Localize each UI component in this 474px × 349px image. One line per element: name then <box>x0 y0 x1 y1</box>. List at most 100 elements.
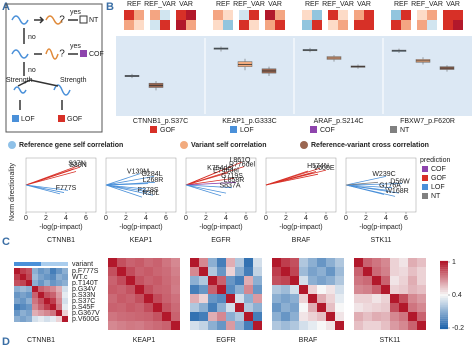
heatmap-cell <box>399 276 408 285</box>
mini-heatmap-cell <box>124 20 134 30</box>
colorbar-segment <box>440 300 448 303</box>
heatmap-cell <box>135 312 144 321</box>
x-tick-label: 0 <box>24 215 28 222</box>
heatmap-cell <box>226 312 235 321</box>
heatmap-cell <box>32 274 38 280</box>
heatmap-cell <box>162 285 171 294</box>
heatmap-cell <box>253 267 262 276</box>
colorbar-segment <box>440 275 448 278</box>
heatmap-cell <box>135 267 144 276</box>
legend-label: NT <box>431 193 441 200</box>
colorbar-segment <box>440 310 448 313</box>
legend-label: Reference gene self correlation <box>19 142 123 149</box>
mini-heatmap-cell <box>239 10 249 20</box>
colorbar-tick-label: 1 <box>452 259 456 266</box>
heatmap-cell <box>299 267 308 276</box>
legend-dot <box>300 141 308 149</box>
colorbar-segment <box>440 269 448 272</box>
heatmap-cell <box>26 280 32 286</box>
heatmap-cell <box>144 303 153 312</box>
heatmap-cell <box>20 316 26 322</box>
heatmap-cell <box>217 267 226 276</box>
y-axis-label: Norm directionality <box>9 163 16 221</box>
direction-line <box>185 184 227 194</box>
heatmap-cell <box>56 304 62 310</box>
panel-label: KEAP1_p.G333C <box>222 118 276 125</box>
heatmap-cell <box>62 298 68 304</box>
mini-heatmap-cell <box>160 20 170 30</box>
heatmap-cell <box>244 258 253 267</box>
heatmap-cell <box>381 312 390 321</box>
heatmap-cell <box>56 316 62 322</box>
heatmap-cell <box>108 285 117 294</box>
direction-line <box>105 175 155 186</box>
heatmap-cell <box>14 304 20 310</box>
x-axis-label: -log(p-impact) <box>119 224 162 231</box>
heatmap-cell <box>144 294 153 303</box>
heatmap-cell <box>32 268 38 274</box>
heatmap-cell <box>308 267 317 276</box>
heatmap-cell <box>281 294 290 303</box>
legend-title: prediction <box>420 157 450 164</box>
heatmap-cell <box>417 321 426 330</box>
heatmap-cell <box>190 312 199 321</box>
heatmap-cell <box>408 294 417 303</box>
heatmap-cell <box>117 276 126 285</box>
variant-label: R776del <box>229 161 256 168</box>
variant-label: S33N <box>69 162 87 169</box>
direction-line <box>185 172 229 186</box>
heatmap-cell <box>144 267 153 276</box>
colorbar-segment <box>440 293 448 297</box>
heatmap-cell <box>208 321 217 330</box>
heatmap-cell <box>50 286 56 292</box>
direction-line <box>105 183 149 186</box>
heatmap-cell <box>290 312 299 321</box>
heatmap-cell <box>162 267 171 276</box>
variant-label: E746del <box>213 168 239 175</box>
legend-swatch <box>422 166 428 172</box>
x-tick-label: 2 <box>364 215 368 222</box>
heatmap-cell <box>408 303 417 312</box>
row-label: WT.c <box>72 274 88 281</box>
heatmap-cell <box>281 312 290 321</box>
heatmap-cell <box>308 312 317 321</box>
direction-line <box>105 184 154 196</box>
mini-heatmap-cell <box>275 10 285 20</box>
heatmap-cell <box>317 312 326 321</box>
heatmap-cell <box>20 274 26 280</box>
heatmap-cell <box>372 321 381 330</box>
legend-dot <box>180 141 188 149</box>
heatmap-cell <box>14 316 20 322</box>
heatmap-cell <box>117 312 126 321</box>
heatmap-cell <box>363 267 372 276</box>
heatmap-cell <box>317 321 326 330</box>
heatmap-cell <box>117 321 126 330</box>
heatmap-cell <box>199 312 208 321</box>
direction-line <box>185 169 223 186</box>
heatmap-cell <box>281 303 290 312</box>
heatmap-cell <box>32 286 38 292</box>
heatmap-cell <box>326 267 335 276</box>
heatmap-cell <box>26 292 32 298</box>
heatmap-cell <box>272 276 281 285</box>
heatmap-cell <box>308 321 317 330</box>
direction-line <box>265 170 309 186</box>
heatmap-cell <box>26 286 32 292</box>
lof-box <box>12 115 19 122</box>
mini-heatmap-cell <box>213 20 223 30</box>
heatmap-cell <box>50 268 56 274</box>
heatmap-cell <box>381 321 390 330</box>
heatmap-cell <box>190 258 199 267</box>
heatmap-cell <box>26 298 32 304</box>
mini-heatmap-cell <box>401 20 411 30</box>
row-label: p.V600G <box>72 316 100 323</box>
heatmap-cell <box>144 276 153 285</box>
heatmap-cell <box>108 321 117 330</box>
heatmap-cell <box>408 267 417 276</box>
heatmap-cell <box>244 312 253 321</box>
colorbar-tick-label: -0.2 <box>452 325 464 332</box>
heatmap-cell <box>171 276 180 285</box>
colorbar-segment <box>440 279 448 282</box>
variant-label: W168R <box>385 188 408 195</box>
x-tick-label: 4 <box>64 215 68 222</box>
